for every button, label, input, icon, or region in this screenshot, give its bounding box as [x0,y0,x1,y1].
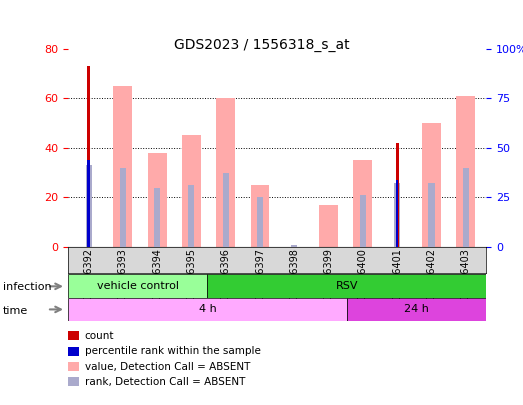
Text: value, Detection Call = ABSENT: value, Detection Call = ABSENT [85,362,250,371]
Bar [428,183,435,247]
Text: rank, Detection Call = ABSENT: rank, Detection Call = ABSENT [85,377,245,387]
Bar [87,160,90,247]
Text: GSM76400: GSM76400 [358,248,368,301]
Bar [463,168,469,247]
Bar [360,195,366,247]
Text: 24 h: 24 h [404,305,429,314]
Bar [154,188,160,247]
Text: count: count [85,331,114,341]
Text: 4 h: 4 h [199,305,217,314]
Bar [188,185,195,247]
Bar [182,135,201,247]
Text: GSM76395: GSM76395 [187,248,197,301]
Bar [396,143,399,247]
Bar [347,298,486,321]
Text: GSM76399: GSM76399 [324,248,334,301]
Bar [68,274,208,298]
Text: RSV: RSV [336,281,358,291]
Text: GSM76403: GSM76403 [461,248,471,301]
Text: GSM76397: GSM76397 [255,248,265,301]
Text: GSM76402: GSM76402 [427,248,437,301]
Bar [396,180,399,247]
Text: GSM76401: GSM76401 [392,248,402,301]
Text: GDS2023 / 1556318_s_at: GDS2023 / 1556318_s_at [174,38,349,53]
Bar [86,165,92,247]
Bar [319,205,338,247]
Text: time: time [3,306,28,315]
Text: percentile rank within the sample: percentile rank within the sample [85,346,260,356]
Text: infection: infection [3,282,51,292]
Bar [113,86,132,247]
Bar [291,245,298,247]
Bar [251,185,269,247]
Bar [223,173,229,247]
Text: GSM76398: GSM76398 [289,248,299,301]
Bar [422,123,441,247]
Bar [354,160,372,247]
Text: vehicle control: vehicle control [97,281,179,291]
Bar [68,298,347,321]
Text: GSM76394: GSM76394 [152,248,162,301]
Bar [394,183,400,247]
Bar [457,96,475,247]
Bar [208,274,486,298]
Bar [120,168,126,247]
Bar [147,153,167,247]
Text: GSM76392: GSM76392 [84,248,94,301]
Bar [87,66,90,247]
Bar [217,98,235,247]
Text: GSM76396: GSM76396 [221,248,231,301]
Bar [257,198,263,247]
Text: GSM76393: GSM76393 [118,248,128,301]
